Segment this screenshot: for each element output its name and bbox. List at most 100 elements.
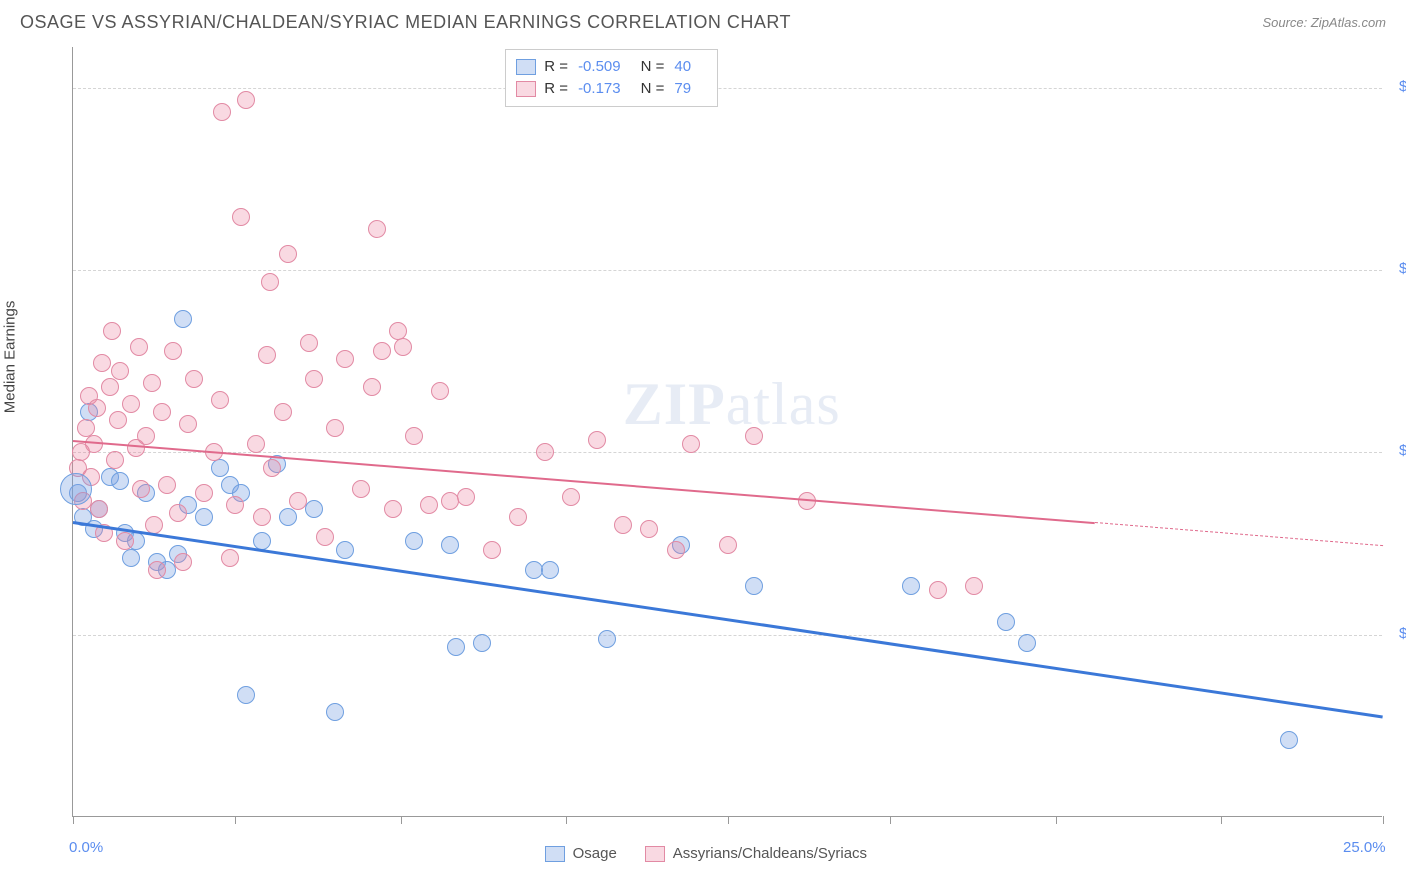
scatter-point <box>536 443 554 461</box>
scatter-point <box>116 532 134 550</box>
scatter-point <box>143 374 161 392</box>
scatter-point <box>667 541 685 559</box>
scatter-point <box>90 500 108 518</box>
x-tick <box>401 816 402 824</box>
scatter-point <box>483 541 501 559</box>
y-tick-label: $77,500 <box>1389 260 1406 277</box>
correlation-row: R =-0.173N =79 <box>516 78 703 100</box>
x-tick <box>1056 816 1057 824</box>
x-tick <box>566 816 567 824</box>
scatter-point <box>336 541 354 559</box>
scatter-point <box>274 403 292 421</box>
scatter-point <box>111 362 129 380</box>
scatter-point <box>213 103 231 121</box>
scatter-point <box>368 220 386 238</box>
scatter-point <box>473 634 491 652</box>
legend-label: Osage <box>573 845 617 862</box>
scatter-point <box>289 492 307 510</box>
scatter-point <box>509 508 527 526</box>
scatter-point <box>598 630 616 648</box>
watermark: ZIPatlas <box>623 370 841 439</box>
scatter-point <box>247 435 265 453</box>
scatter-point <box>682 435 700 453</box>
x-tick <box>890 816 891 824</box>
x-tick <box>73 816 74 824</box>
legend-swatch <box>545 846 565 862</box>
scatter-point <box>457 488 475 506</box>
scatter-point <box>384 500 402 518</box>
scatter-point <box>174 553 192 571</box>
scatter-point <box>221 549 239 567</box>
scatter-point <box>211 391 229 409</box>
scatter-point <box>336 350 354 368</box>
scatter-point <box>1018 634 1036 652</box>
scatter-point <box>640 520 658 538</box>
x-tick <box>1383 816 1384 824</box>
scatter-point <box>305 370 323 388</box>
scatter-point <box>174 310 192 328</box>
scatter-point <box>185 370 203 388</box>
scatter-point <box>101 378 119 396</box>
scatter-point <box>164 342 182 360</box>
correlation-legend: R =-0.509N =40R =-0.173N =79 <box>505 49 718 107</box>
scatter-point <box>232 208 250 226</box>
scatter-point <box>541 561 559 579</box>
legend-label: Assyrians/Chaldeans/Syriacs <box>673 845 867 862</box>
scatter-point-large <box>60 473 92 505</box>
scatter-point <box>211 459 229 477</box>
scatter-point <box>263 459 281 477</box>
x-tick-label: 0.0% <box>69 839 103 856</box>
correlation-row: R =-0.509N =40 <box>516 56 703 78</box>
r-value: -0.509 <box>578 56 621 78</box>
scatter-point <box>279 245 297 263</box>
scatter-point <box>169 504 187 522</box>
scatter-point <box>148 561 166 579</box>
scatter-point <box>122 395 140 413</box>
scatter-point <box>719 536 737 554</box>
scatter-point <box>253 508 271 526</box>
x-tick <box>235 816 236 824</box>
scatter-point <box>588 431 606 449</box>
scatter-point <box>109 411 127 429</box>
scatter-point <box>441 536 459 554</box>
scatter-point <box>237 686 255 704</box>
n-label: N = <box>641 56 665 78</box>
scatter-point <box>305 500 323 518</box>
x-tick <box>1221 816 1222 824</box>
scatter-point <box>195 484 213 502</box>
scatter-point <box>420 496 438 514</box>
scatter-point <box>300 334 318 352</box>
scatter-point <box>929 581 947 599</box>
n-label: N = <box>641 78 665 100</box>
scatter-point <box>447 638 465 656</box>
scatter-point <box>130 338 148 356</box>
trend-line <box>1095 522 1383 546</box>
plot-area: ZIPatlas $32,500$55,000$77,500$100,0000.… <box>72 47 1382 817</box>
scatter-point <box>132 480 150 498</box>
scatter-point <box>1280 731 1298 749</box>
scatter-point <box>405 427 423 445</box>
legend-item: Assyrians/Chaldeans/Syriacs <box>645 845 867 862</box>
scatter-point <box>237 91 255 109</box>
scatter-point <box>316 528 334 546</box>
gridline <box>73 452 1382 453</box>
scatter-point <box>902 577 920 595</box>
legend-swatch <box>516 59 536 75</box>
legend-item: Osage <box>545 845 617 862</box>
gridline <box>73 270 1382 271</box>
scatter-point <box>179 415 197 433</box>
y-tick-label: $55,000 <box>1389 442 1406 459</box>
scatter-point <box>279 508 297 526</box>
scatter-point <box>93 354 111 372</box>
scatter-point <box>614 516 632 534</box>
scatter-point <box>261 273 279 291</box>
gridline <box>73 635 1382 636</box>
chart-title: OSAGE VS ASSYRIAN/CHALDEAN/SYRIAC MEDIAN… <box>20 12 791 33</box>
scatter-point <box>195 508 213 526</box>
scatter-point <box>562 488 580 506</box>
scatter-point <box>373 342 391 360</box>
scatter-point <box>405 532 423 550</box>
scatter-point <box>363 378 381 396</box>
chart-container: Median Earnings ZIPatlas $32,500$55,000$… <box>20 41 1386 881</box>
r-value: -0.173 <box>578 78 621 100</box>
